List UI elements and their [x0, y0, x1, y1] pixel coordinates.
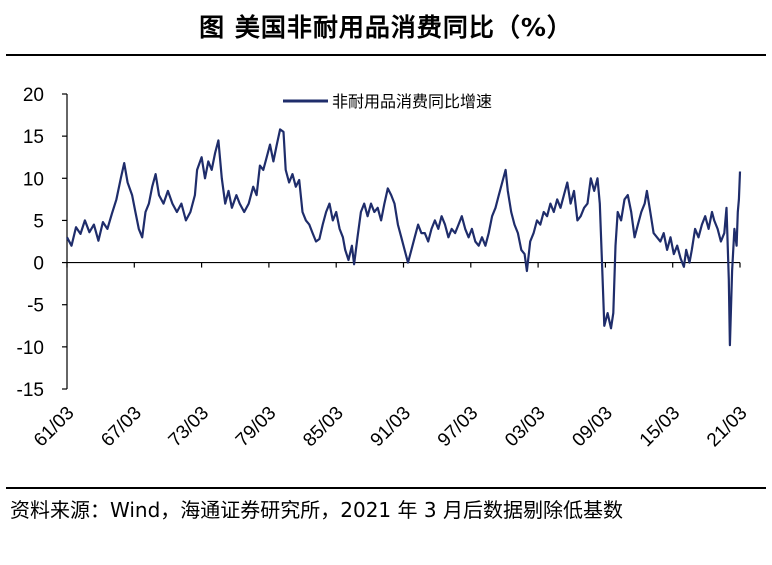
x-tick-label: 15/03 — [636, 403, 684, 451]
x-tick-label: 73/03 — [165, 403, 213, 451]
y-tick-label: -5 — [27, 296, 44, 317]
legend-label: 非耐用品消费同比增速 — [332, 92, 492, 111]
y-tick-label: 20 — [23, 85, 44, 106]
x-tick-label: 91/03 — [367, 403, 415, 451]
y-tick-label: -15 — [17, 380, 44, 401]
y-tick-label: 5 — [33, 211, 44, 232]
chart-title: 图 美国非耐用品消费同比（%） — [199, 13, 573, 42]
x-tick-label: 79/03 — [232, 403, 280, 451]
x-tick-label: 67/03 — [97, 403, 145, 451]
x-tick-label: 09/03 — [568, 403, 616, 451]
x-tick-label: 61/03 — [30, 403, 78, 451]
series-layer — [66, 128, 742, 347]
y-tick-label: -10 — [17, 338, 44, 359]
x-tick-label: 85/03 — [299, 403, 347, 451]
x-tick-label: 21/03 — [703, 403, 751, 451]
y-tick-label: 0 — [33, 254, 44, 275]
y-tick-label: 15 — [23, 127, 44, 148]
x-axis: 61/03 67/03 73/03 79/03 85/03 91/03 97/03 03/03… — [30, 261, 752, 451]
series-line — [66, 128, 742, 347]
title-underline — [6, 54, 766, 56]
x-tick-label: 97/03 — [434, 403, 482, 451]
y-axis: -15 -10 -5 0 5 10 15 20 — [17, 85, 68, 401]
legend: 非耐用品消费同比增速 — [283, 92, 492, 111]
y-tick-label: 10 — [23, 169, 44, 190]
line-chart: -15 -10 -5 0 5 10 15 20 61/03 67/03 73/03 79/03 85/… — [17, 85, 752, 451]
source-note: 资料来源：Wind，海通证券研究所，2021 年 3 月后数据剔除低基数 — [10, 498, 623, 522]
x-tick-label: 03/03 — [501, 403, 549, 451]
footer-rule — [6, 487, 766, 489]
